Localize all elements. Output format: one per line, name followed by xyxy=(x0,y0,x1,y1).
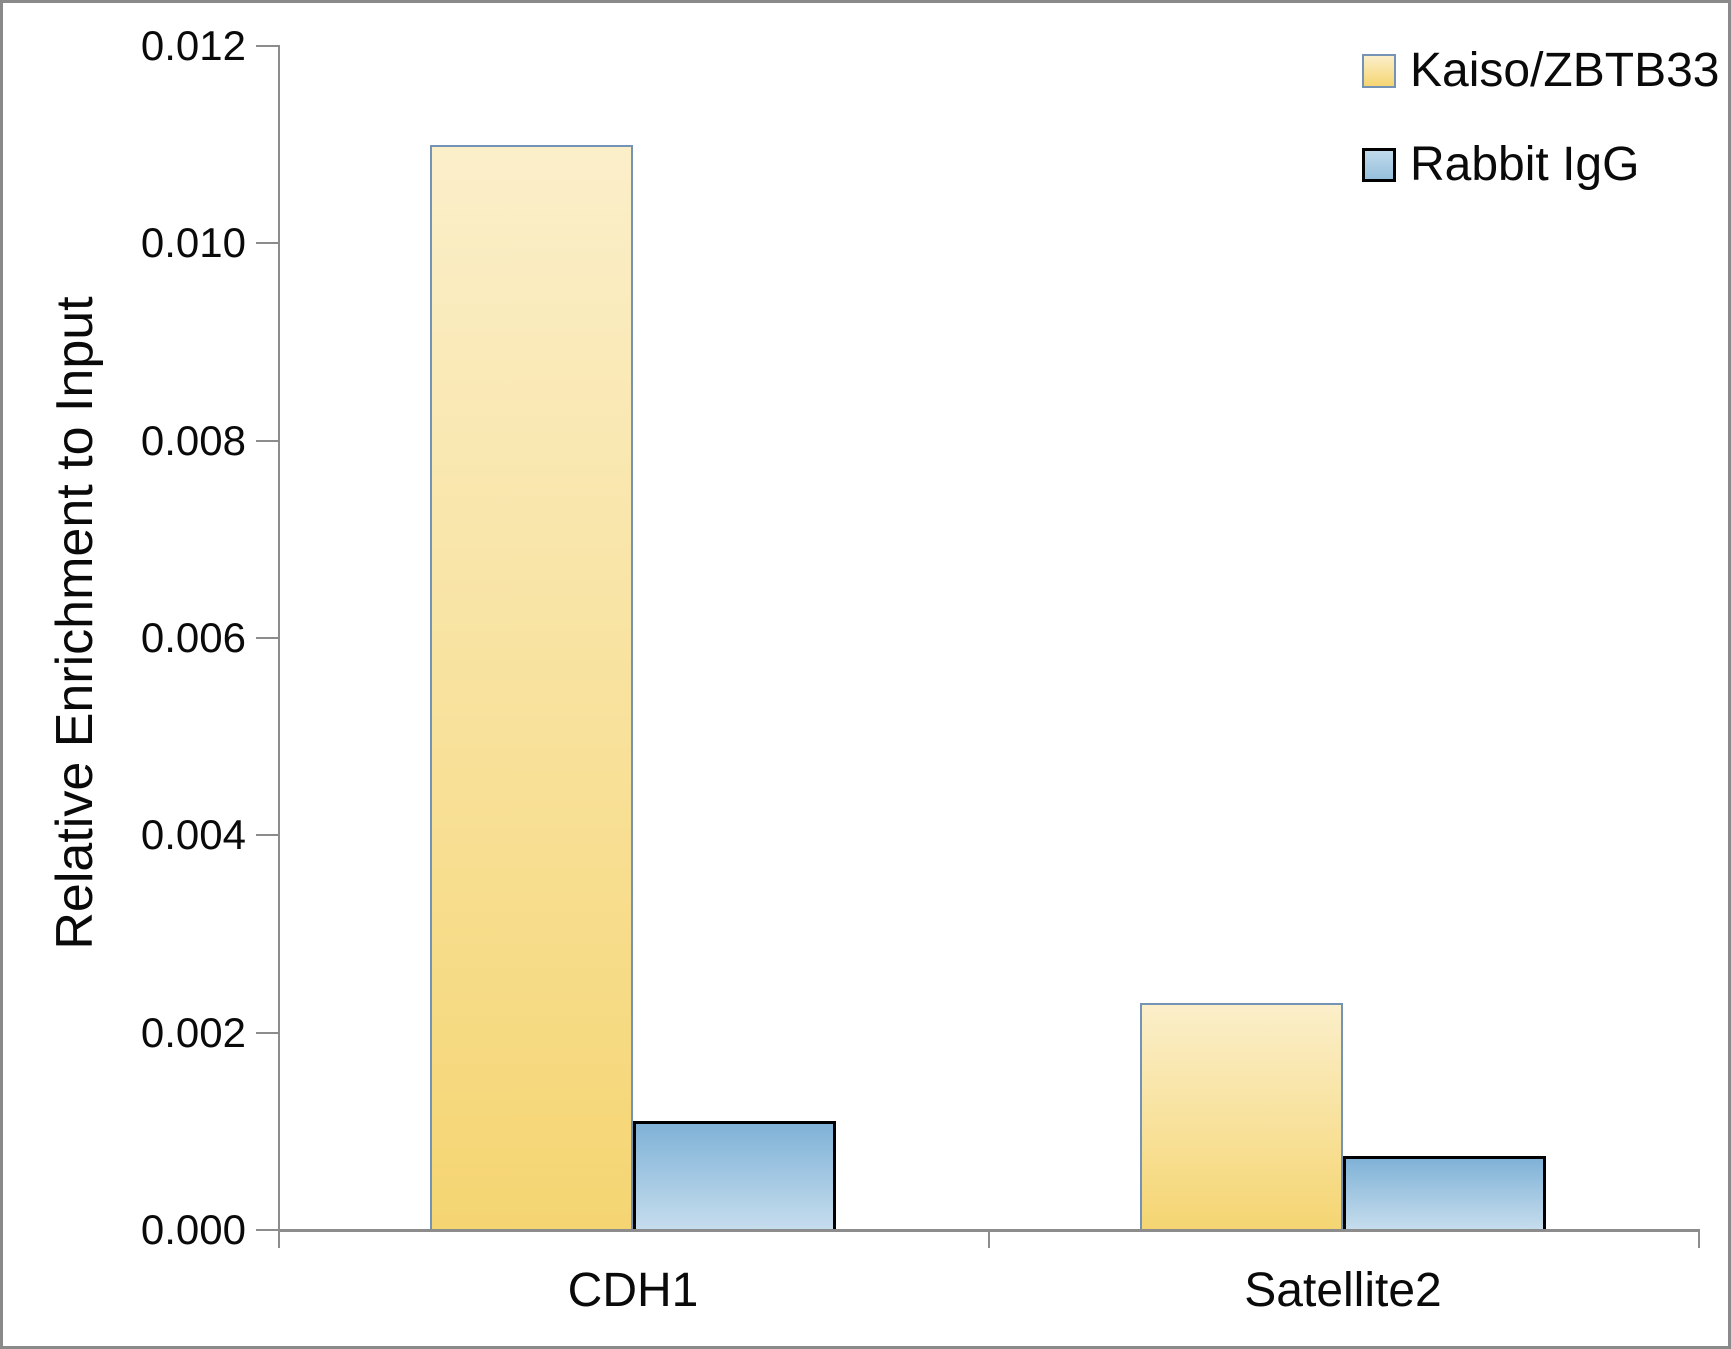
y-axis-tick xyxy=(256,242,278,245)
legend: Kaiso/ZBTB33 Rabbit IgG xyxy=(1362,47,1719,189)
legend-item: Kaiso/ZBTB33 xyxy=(1362,47,1719,95)
y-axis-tick xyxy=(256,637,278,639)
y-axis-tick xyxy=(256,834,278,837)
y-axis-tick-label: 0.010 xyxy=(140,219,246,267)
legend-label: Kaiso/ZBTB33 xyxy=(1410,44,1720,97)
legend-item: Rabbit IgG xyxy=(1362,141,1719,189)
y-axis-tick-label: 0.002 xyxy=(140,1008,246,1056)
y-axis-line xyxy=(278,45,280,1248)
y-axis-tick-label: 0.000 xyxy=(140,1206,246,1253)
y-axis-tick-label: 0.006 xyxy=(140,614,246,661)
y-axis-tick-label: 0.004 xyxy=(140,811,246,859)
x-axis-tick-right xyxy=(1698,1230,1700,1248)
y-axis-tick xyxy=(256,45,278,47)
bar-satellite2-rabbit-igg xyxy=(1343,1156,1546,1230)
y-axis-tick-label: 0.008 xyxy=(140,416,246,464)
legend-swatch-kaiso-zbtb33 xyxy=(1362,54,1396,88)
x-category-label: Satellite2 xyxy=(1244,1264,1442,1317)
bar-satellite2-kaiso-zbtb33 xyxy=(1140,1003,1343,1230)
y-axis-tick xyxy=(256,1229,278,1231)
plot-area: 0.000 0.002 0.004 0.006 0.008 0.010 0.012 CDH1 S… xyxy=(3,3,1728,1346)
bar-cdh1-rabbit-igg xyxy=(633,1121,836,1230)
y-axis-tick xyxy=(256,1031,278,1034)
x-axis-tick-mid xyxy=(988,1230,990,1248)
x-category-label: CDH1 xyxy=(567,1264,699,1317)
legend-label: Rabbit IgG xyxy=(1410,138,1640,191)
bar-cdh1-kaiso-zbtb33 xyxy=(430,144,633,1230)
y-axis-tick xyxy=(256,439,278,442)
y-axis-tick-label: 0.012 xyxy=(140,22,246,69)
legend-swatch-rabbit-igg xyxy=(1362,148,1396,182)
